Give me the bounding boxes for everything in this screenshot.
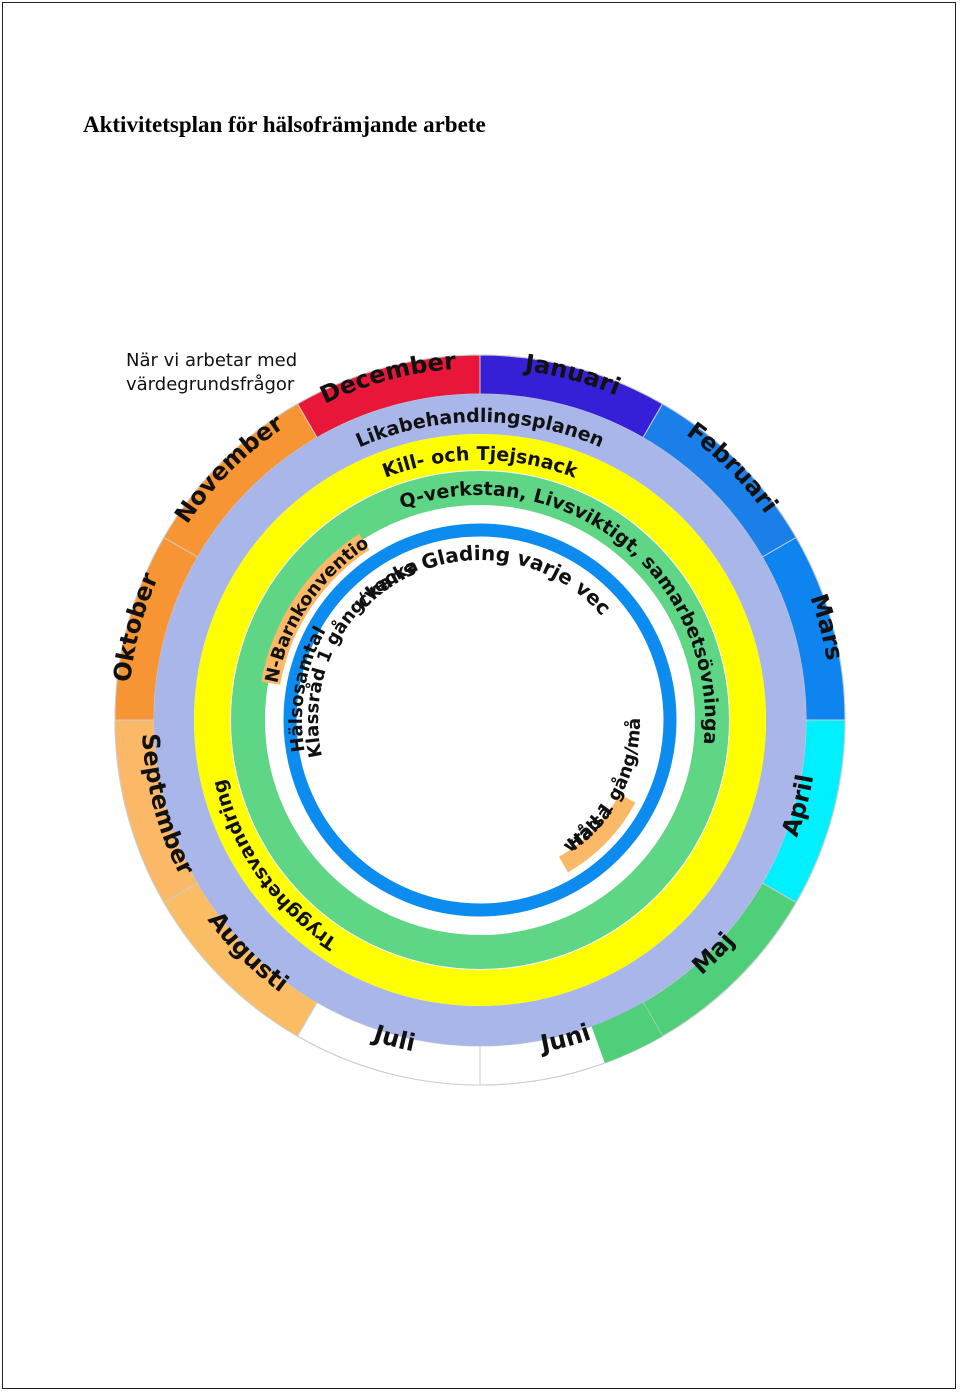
ring-kill-tjejsnack [194, 434, 766, 1006]
corner-note-line-1: När vi arbetar med [126, 350, 298, 371]
ring-eq-verkstan [231, 471, 729, 969]
corner-note-line-2: värdegrundsfrågor [126, 374, 295, 395]
page-title: Aktivitetsplan för hälsofrämjande arbete [83, 112, 486, 137]
activity-rings [154, 394, 806, 1046]
corner-note: När vi arbetar med värdegrundsfrågor [126, 349, 326, 397]
band-fn-barnkonvention [261, 533, 370, 685]
juni-green-edge [591, 1002, 663, 1063]
ring-likabehandling [154, 394, 806, 1046]
ring-veckans-glading [283, 523, 677, 917]
band-halsa [559, 794, 636, 873]
